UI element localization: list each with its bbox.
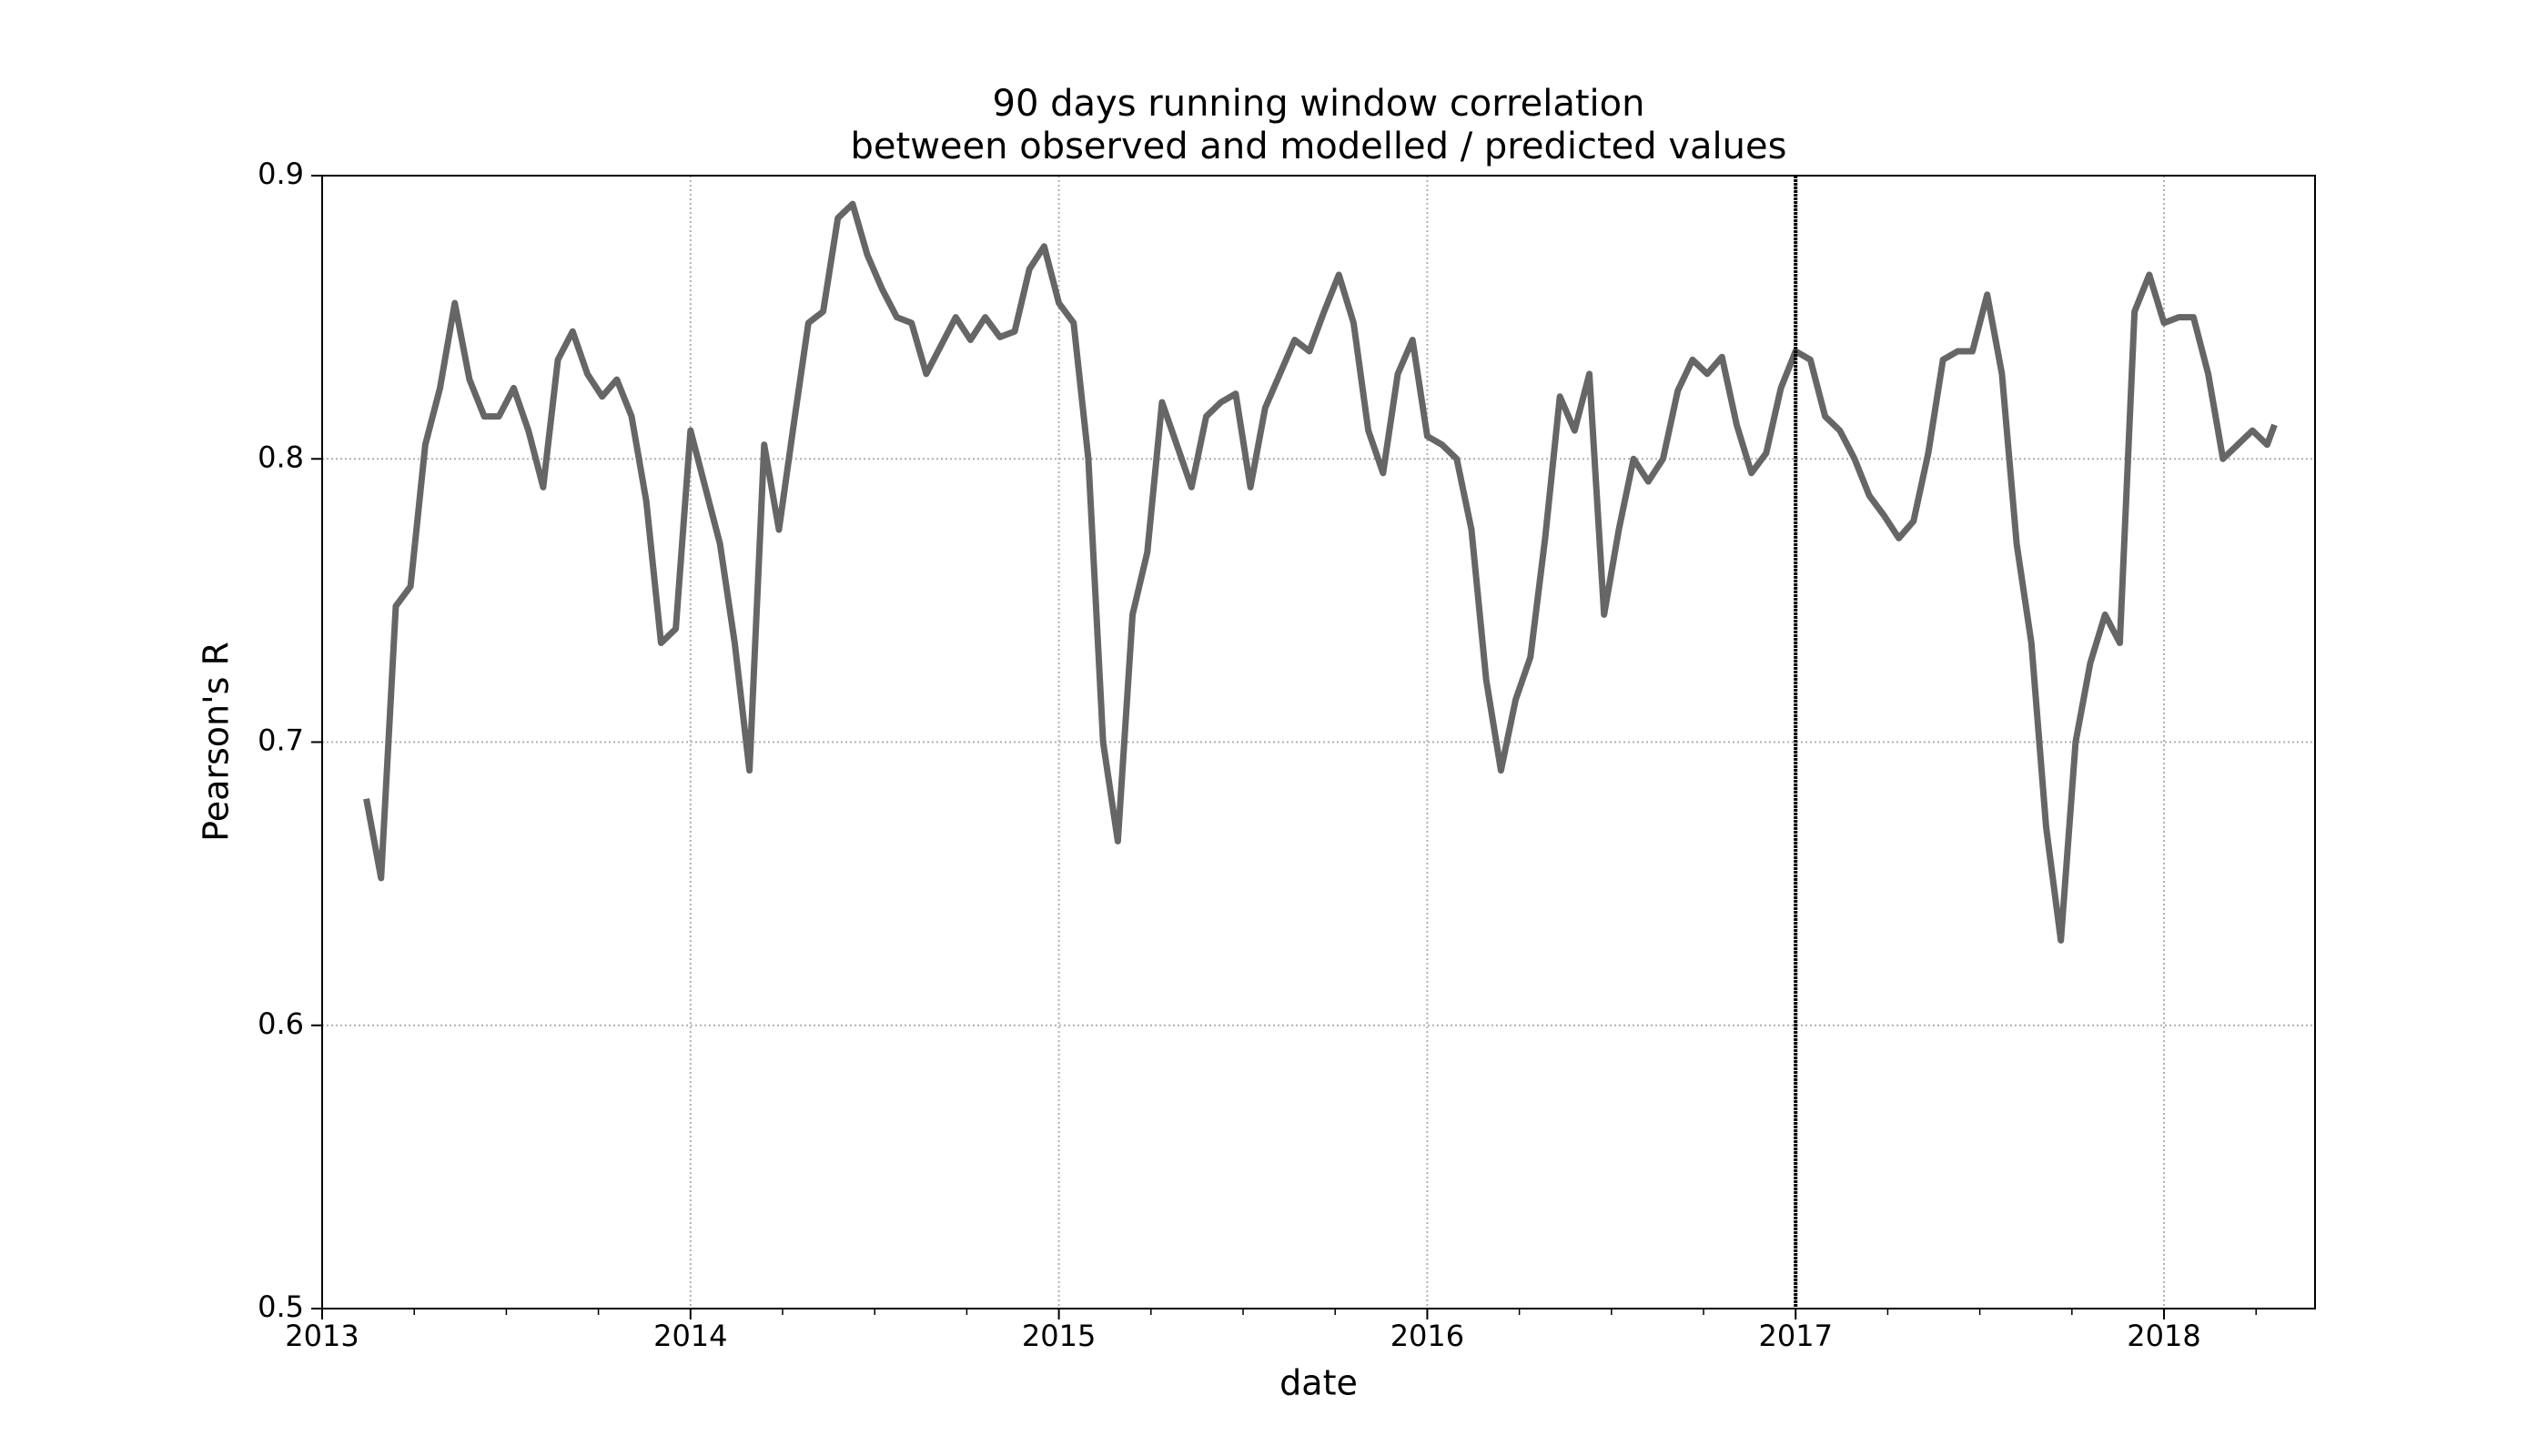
y-tick-label: 0.9 bbox=[258, 157, 304, 191]
x-tick-label: 2017 bbox=[1759, 1319, 1833, 1353]
chart-title: 90 days running window correlation bbox=[993, 83, 1645, 125]
y-axis-label: Pearson's R bbox=[197, 642, 237, 842]
data-line bbox=[363, 200, 2278, 944]
plot-frame bbox=[321, 175, 2316, 1309]
y-tick-label: 0.8 bbox=[258, 440, 304, 474]
x-tick-label: 2018 bbox=[2127, 1319, 2200, 1353]
x-tick-label: 2015 bbox=[1022, 1319, 1096, 1353]
y-tick-label: 0.5 bbox=[258, 1289, 304, 1324]
x-tick-label: 2014 bbox=[653, 1319, 727, 1353]
y-tick-label: 0.7 bbox=[258, 723, 304, 758]
y-tick-label: 0.6 bbox=[258, 1006, 304, 1041]
x-axis-label: date bbox=[1279, 1363, 1358, 1403]
chart-subtitle: between observed and modelled / predicte… bbox=[851, 126, 1787, 167]
x-tick-label: 2013 bbox=[285, 1319, 359, 1353]
x-tick-label: 2016 bbox=[1390, 1319, 1464, 1353]
